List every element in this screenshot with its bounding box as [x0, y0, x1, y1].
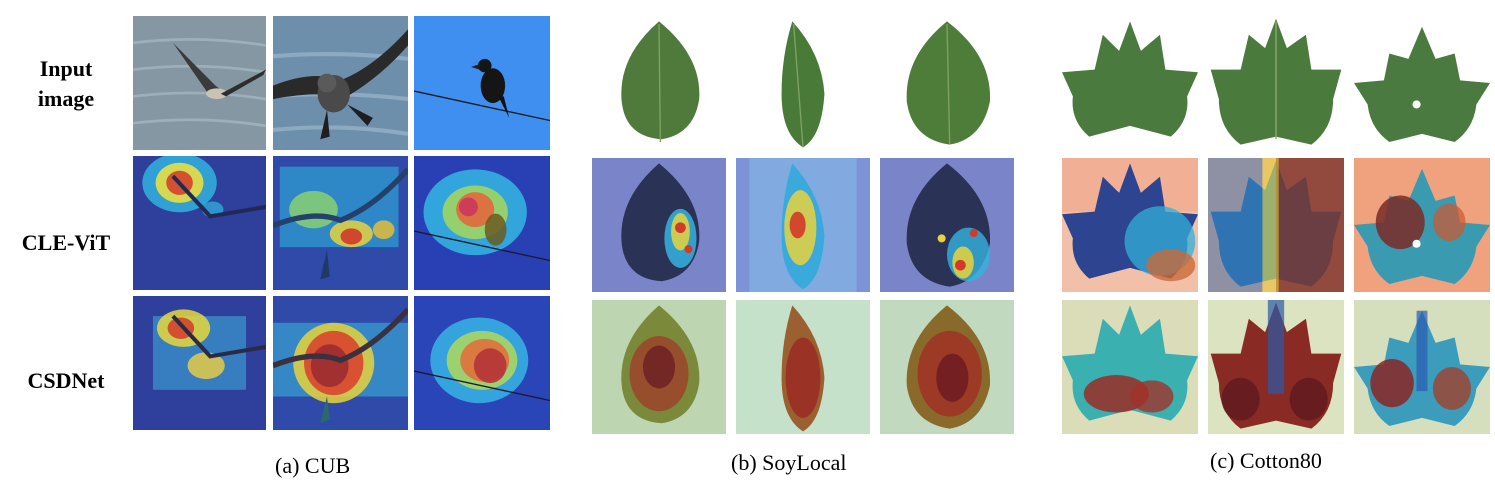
cub-input-image-2	[273, 16, 408, 150]
soylocal-csdnet-heatmap-2	[736, 300, 870, 434]
cotton80-cle-vit-heatmap-2	[1208, 158, 1344, 292]
cub-csdnet-heatmap-2	[273, 296, 408, 430]
soylocal-csdnet-heatmap-1	[592, 300, 726, 434]
cotton80-cle-vit-heatmap-3	[1354, 158, 1490, 292]
cotton80-csdnet-heatmap-1	[1062, 300, 1198, 434]
cub-csdnet-heatmap-1	[133, 296, 266, 430]
row-label-csdnet: CSDNet	[27, 368, 105, 393]
cub-input-image-1	[133, 16, 266, 150]
cub-csdnet-heatmap-3	[414, 296, 550, 430]
cotton80-cle-vit-heatmap-1	[1062, 158, 1198, 292]
row-label-input-line1: Input	[39, 56, 93, 81]
cotton80-csdnet-heatmap-3	[1354, 300, 1490, 434]
cotton80-csdnet-heatmap-2	[1208, 300, 1344, 434]
soylocal-input-leaf-3	[880, 16, 1014, 150]
row-label-input-image: Input image	[0, 54, 132, 114]
soylocal-csdnet-heatmap-3	[880, 300, 1014, 434]
soylocal-input-leaf-1	[592, 16, 726, 150]
soylocal-cle-vit-heatmap-2	[736, 158, 870, 292]
caption-cub: (a) CUB	[275, 453, 351, 478]
soylocal-input-leaf-2	[736, 16, 870, 150]
cotton80-input-leaf-2	[1208, 16, 1344, 150]
cub-cle-vit-heatmap-3	[414, 156, 550, 290]
cotton80-input-leaf-1	[1062, 16, 1198, 150]
soylocal-cle-vit-heatmap-3	[880, 158, 1014, 292]
caption-cotton80: (c) Cotton80	[1210, 448, 1322, 473]
row-label-input-line2: image	[37, 86, 95, 111]
soylocal-cle-vit-heatmap-1	[592, 158, 726, 292]
cub-input-image-3	[414, 16, 550, 150]
cub-cle-vit-heatmap-1	[133, 156, 266, 290]
row-label-cle-vit: CLE-ViT	[21, 230, 111, 255]
cotton80-input-leaf-3	[1354, 16, 1490, 150]
cub-cle-vit-heatmap-2	[273, 156, 408, 290]
caption-soylocal: (b) SoyLocal	[731, 450, 847, 475]
